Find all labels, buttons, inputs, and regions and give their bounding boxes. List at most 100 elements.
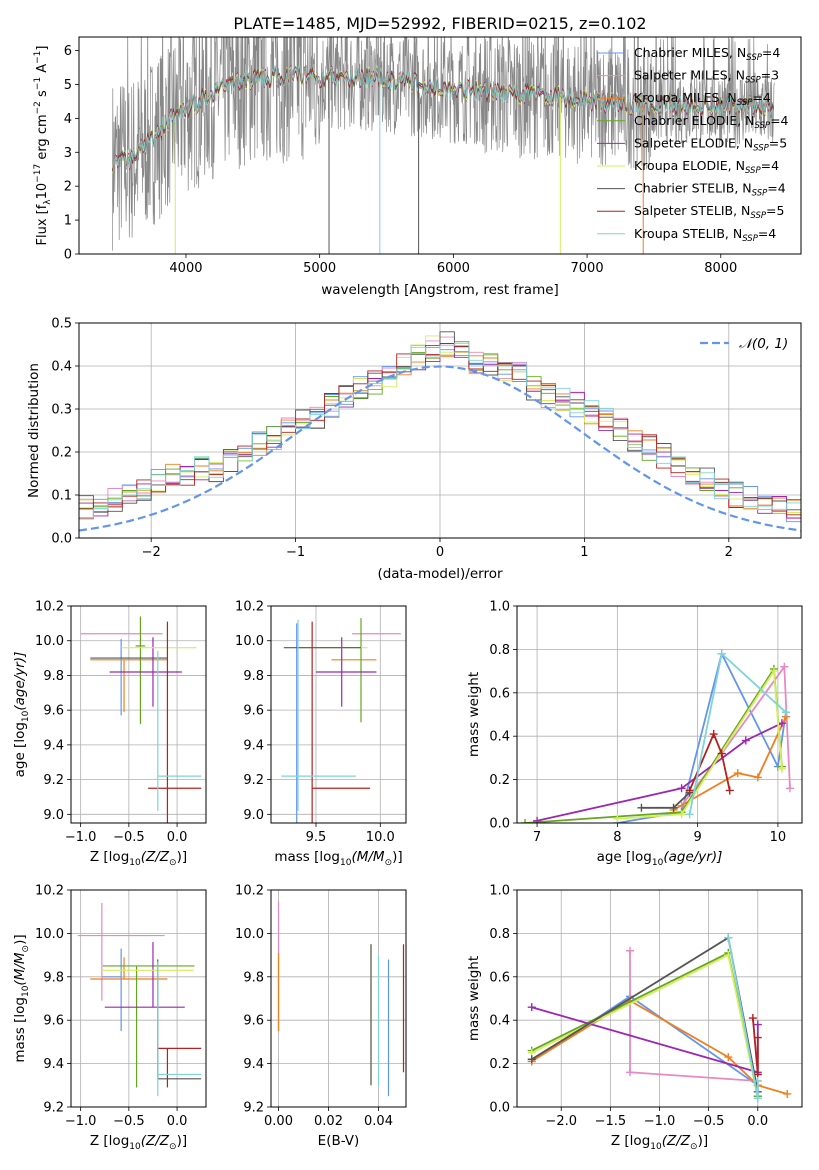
x-axis-label: Z [log10(Z/Z⊙)] [90, 849, 187, 868]
x-tick-label: 8 [613, 830, 621, 845]
figure-title: PLATE=1485, MJD=52992, FIBERID=0215, z=0… [233, 14, 646, 33]
legend-entry-salpeter-elodie: Salpeter ELODIE, NSSP=5 [634, 135, 787, 153]
mass-weight-vs-Z-panel: −2.0 −1.5 −1.0 −0.5 0.0 0.0 0.2 0.4 0.6 0.8 1.0 Z [… [466, 884, 803, 1152]
y-tick-label: 5 [64, 78, 72, 93]
weight-point-kroupa-stelib [717, 649, 726, 658]
histogram-steps [79, 331, 801, 532]
weight-lines [521, 649, 794, 823]
error-bars [277, 900, 405, 1097]
mass-vs-Z-panel: −1.0 −0.5 0.0 9.2 9.4 9.6 9.8 10.0 10.2 Z [log10(… [12, 884, 207, 1152]
y-tick-label: 10.2 [235, 600, 264, 615]
legend-entry-chabrier-elodie: Chabrier ELODIE, NSSP=4 [634, 113, 789, 131]
y-tick-label: 0.8 [489, 927, 510, 942]
y-tick-label: 9.8 [43, 970, 64, 985]
weight-point-kroupa-stelib [753, 1076, 762, 1085]
x-tick-label: 10.0 [366, 830, 395, 845]
x-axis-label: (data-model)/error [377, 566, 503, 582]
weight-point-salpeter-stelib [709, 730, 718, 739]
y-tick-label: 6 [64, 44, 72, 59]
weight-point-salpeter-miles [780, 662, 789, 671]
y-tick-label: 0.6 [489, 970, 510, 985]
y-tick-label: 0.8 [489, 643, 510, 658]
y-tick-label: 0.2 [489, 773, 510, 788]
weight-point-kroupa-stelib [753, 1094, 762, 1103]
y-tick-label: 0.4 [489, 730, 510, 745]
y-tick-label: 1.0 [489, 884, 510, 899]
weight-point-salpeter-elodie [741, 736, 750, 745]
weight-point-salpeter-elodie [753, 1020, 762, 1029]
y-tick-label: 10.2 [35, 600, 64, 615]
y-tick-label: 0.2 [489, 1057, 510, 1072]
y-tick-label: 0.4 [51, 360, 72, 375]
y-tick-label: 0 [64, 248, 72, 263]
y-tick-label: 1.0 [489, 600, 510, 615]
y-tick-label: 0.2 [51, 446, 72, 461]
y-tick-label: 0.5 [51, 317, 72, 332]
legend-entry-salpeter-stelib: Salpeter STELIB, NSSP=5 [634, 203, 784, 221]
y-tick-label: 4 [64, 112, 72, 127]
plot-frame [270, 889, 407, 1108]
y-axis-label: age [log10(age/yr)] [12, 652, 31, 778]
x-tick-label: −2 [142, 545, 161, 560]
y-axis-label: Normed distribution [26, 363, 42, 498]
age-vs-Z-panel: −1.0 −0.5 0.0 9.0 9.2 9.4 9.6 9.8 10.0 10.2 Z [log… [12, 600, 207, 868]
x-tick-label: 10 [770, 830, 787, 845]
y-axis-label: mass weight [466, 672, 482, 757]
x-axis-label: wavelength [Angstrom, rest frame] [321, 282, 559, 298]
weight-point-salpeter-elodie [677, 784, 686, 793]
x-tick-label: −0.5 [113, 830, 145, 845]
y-tick-label: 9.0 [43, 808, 64, 823]
x-tick-label: 7000 [571, 261, 604, 276]
plot-frame [516, 889, 803, 1108]
x-tick-label: 9.5 [306, 830, 327, 845]
weight-line-kroupa-elodie [617, 668, 783, 820]
x-axis-label: E(B-V) [318, 1133, 360, 1149]
y-tick-label: 10.2 [35, 884, 64, 899]
weight-point-chabrier-stelib [637, 803, 646, 812]
x-axis-label: Z [log10(Z/Z⊙)] [90, 1133, 187, 1152]
legend-entry-kroupa-stelib: Kroupa STELIB, NSSP=4 [634, 226, 776, 244]
weight-point-chabrier-stelib [527, 1055, 536, 1064]
residual-histogram-panel: −2 −1 0 1 2 0.0 0.1 0.2 0.3 0.4 0.5 𝒩(0, 1) (data-mo… [26, 317, 802, 582]
legend-entry-normal: 𝒩(0, 1) [739, 336, 788, 352]
normal-distribution-curve [79, 365, 801, 532]
x-axis-label: Z [log10(Z/Z⊙)] [611, 1133, 708, 1152]
legend-entry-kroupa-elodie: Kroupa ELODIE, NSSP=4 [634, 158, 779, 176]
histogram-kroupa-stelib [79, 342, 801, 523]
weight-point-salpeter-miles [626, 946, 635, 955]
x-axis-label: mass [log10(M/M⊙)] [274, 849, 402, 868]
y-axis-label: mass [log10(M/M⊙)] [12, 934, 31, 1062]
x-tick-label: −2.0 [545, 1114, 577, 1129]
error-bars [77, 903, 202, 1097]
weight-point-kroupa-miles [733, 769, 742, 778]
y-axis-label: Flux [fλ10−17 erg cm−2 s−1 A−1] [33, 46, 53, 246]
x-tick-label: −1.0 [65, 1114, 97, 1129]
x-tick-label: 0.00 [264, 1114, 293, 1129]
age-vs-mass-panel: 9.5 10.0 9.0 9.2 9.4 9.6 9.8 10.0 10.2 mass [log1… [235, 600, 407, 868]
legend-entry-salpeter-miles: Salpeter MILES, NSSP=3 [634, 68, 779, 86]
weight-point-salpeter-miles [785, 784, 794, 793]
weight-point-kroupa-elodie [777, 764, 786, 773]
plot-frame [78, 36, 802, 255]
y-tick-label: 10.2 [235, 884, 264, 899]
y-tick-label: 0.1 [51, 489, 72, 504]
weight-point-chabrier-stelib [669, 803, 678, 812]
legend-entry-chabrier-stelib: Chabrier STELIB, NSSP=4 [634, 181, 786, 199]
weight-point-salpeter-stelib [748, 1014, 757, 1023]
weight-point-kroupa-stelib [724, 933, 733, 942]
y-tick-label: 9.2 [243, 1101, 264, 1116]
x-tick-label: −1.5 [595, 1114, 627, 1129]
y-tick-label: 9.8 [243, 669, 264, 684]
y-tick-label: 1 [64, 214, 72, 229]
y-tick-label: 9.4 [243, 1057, 264, 1072]
weight-point-kroupa-miles [753, 773, 762, 782]
plot-frame [70, 889, 207, 1108]
weight-line-kroupa-miles [673, 716, 787, 811]
error-bars [80, 616, 202, 823]
weight-point-salpeter-elodie [533, 816, 542, 823]
x-tick-label: 9 [693, 830, 701, 845]
y-tick-label: 0.0 [489, 1101, 510, 1116]
data-spectrum-line [112, 37, 775, 251]
y-tick-label: 9.8 [243, 970, 264, 985]
plot-frame [270, 605, 407, 824]
